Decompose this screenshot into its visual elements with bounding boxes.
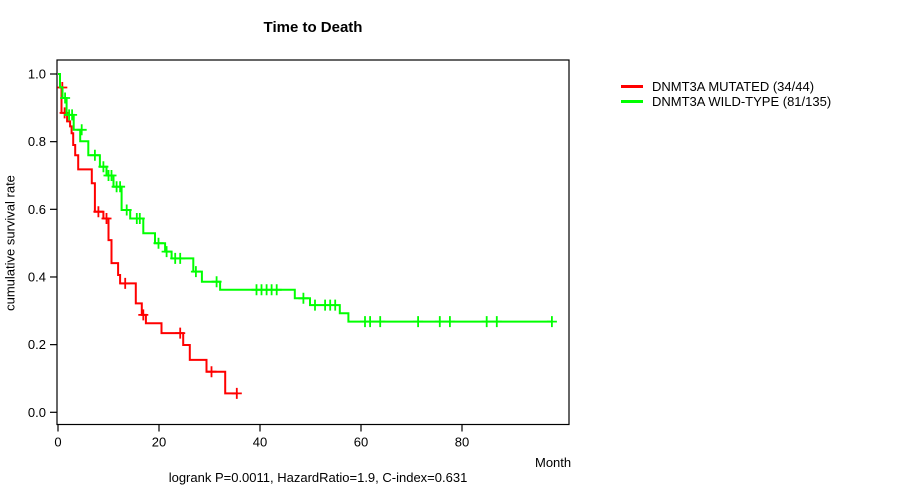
y-axis-title: cumulative survival rate xyxy=(2,175,18,311)
survival-curve-wildtype xyxy=(58,73,552,323)
legend-label-wildtype: DNMT3A WILD-TYPE (81/135) xyxy=(652,94,832,109)
chart-title: Time to Death xyxy=(263,19,363,36)
x-tick-label: 20 xyxy=(152,435,166,450)
x-tick-label: 40 xyxy=(253,435,267,450)
x-tick-label: 60 xyxy=(354,435,368,450)
y-tick-label: 0.2 xyxy=(28,337,46,352)
x-tick-label: 80 xyxy=(455,435,469,450)
y-tick-label: 0.6 xyxy=(28,202,46,217)
survival-curve-mutated xyxy=(58,73,238,395)
y-tick-label: 0.8 xyxy=(28,134,46,149)
x-axis-title: Month xyxy=(535,455,572,470)
censor-marks-wildtype xyxy=(60,92,557,328)
stats-caption: logrank P=0.0011, HazardRatio=1.9, C-ind… xyxy=(168,470,468,485)
x-tick-label: 0 xyxy=(54,435,61,450)
y-tick-label: 1.0 xyxy=(28,67,46,82)
legend-item-mutated: DNMT3A MUTATED (34/44) xyxy=(621,79,831,94)
legend-line-wildtype-icon xyxy=(621,100,643,103)
legend: DNMT3A MUTATED (34/44) DNMT3A WILD-TYPE … xyxy=(621,79,831,109)
legend-line-mutated-icon xyxy=(621,85,643,88)
y-tick-label: 0.4 xyxy=(28,269,46,284)
legend-label-mutated: DNMT3A MUTATED (34/44) xyxy=(652,79,815,94)
y-tick-label: 0.0 xyxy=(28,405,46,420)
legend-item-wildtype: DNMT3A WILD-TYPE (81/135) xyxy=(621,94,831,109)
plot-frame xyxy=(56,59,570,426)
